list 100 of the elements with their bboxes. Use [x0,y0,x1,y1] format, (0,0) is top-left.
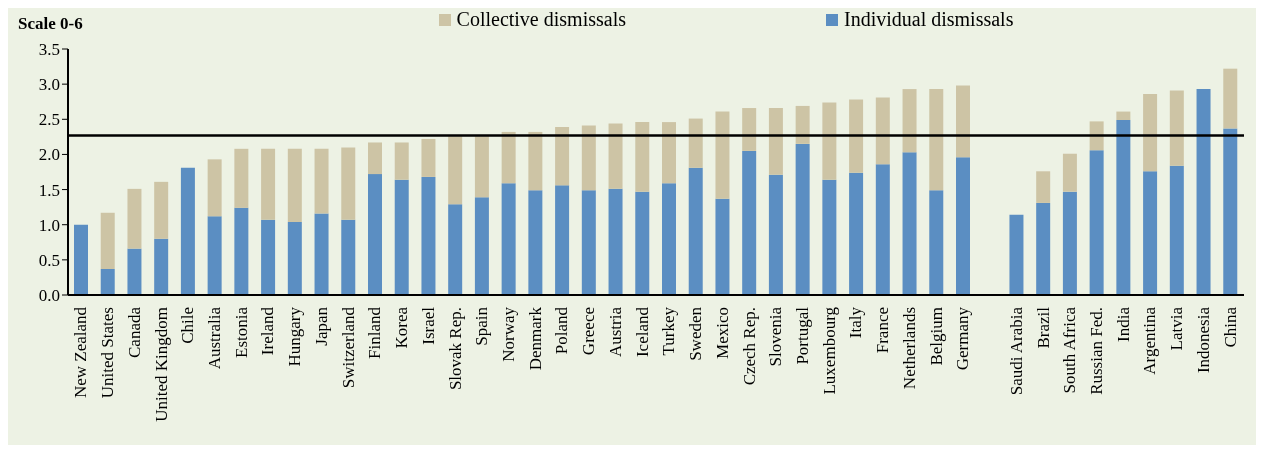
bar [742,150,757,295]
x-tick-label: Mexico [712,307,732,359]
x-tick-label: Hungary [285,306,305,367]
bar [368,174,382,295]
bar [688,167,703,295]
x-tick-label: Saudi Arabia [1006,306,1026,396]
y-tick-label: 3.0 [38,75,60,95]
bar [768,108,783,175]
bar [1223,68,1238,129]
x-tick-label: China [1220,306,1240,348]
bar [1169,90,1184,166]
y-tick-label: 2.0 [38,145,60,165]
x-tick-label: Denmark [525,306,545,371]
bar [448,136,463,205]
x-tick-label: Greece [579,307,599,356]
bar [555,185,570,295]
y-axis-title: Scale 0-6 [18,14,83,34]
y-tick-label: 3.5 [38,40,60,60]
bar [1169,165,1184,295]
bar [314,213,329,295]
bar [207,216,222,295]
bar [234,207,249,295]
bar [261,219,276,295]
bar [795,105,810,144]
y-tick-label: 1.5 [38,180,60,200]
x-tick-label: Poland [552,306,572,355]
bar [849,172,864,295]
bar [100,212,115,269]
bar [1062,153,1077,192]
bar [662,122,676,184]
x-tick-label: Sweden [686,306,706,361]
bar [715,198,730,295]
legend-label: Individual dismissals [843,8,1014,31]
x-tick-label: United Kingdom [151,307,171,422]
bar [742,108,757,151]
legend-label: Collective dismissals [455,8,626,31]
x-tick-label: Luxembourg [819,306,839,395]
bar [875,97,890,165]
x-tick-label: Netherlands [899,307,919,390]
bar [1116,119,1131,295]
x-tick-label: Iceland [632,306,652,358]
x-tick-label: Slovak Rep. [445,307,465,391]
x-tick-label: Israel [418,306,438,345]
bar [662,183,676,295]
bar [234,148,249,208]
x-tick-label: Turkey [659,306,679,356]
bar [635,122,650,192]
x-tick-label: Spain [472,306,492,346]
bar [581,125,596,191]
bar [528,190,543,295]
bar [1036,202,1051,295]
bar [1116,111,1131,120]
y-tick-label: 2.5 [38,110,60,130]
x-tick-label: Canada [124,306,144,358]
x-tick-label: Australia [205,306,224,370]
bar [394,142,409,180]
bar [635,191,650,295]
bar [501,183,516,295]
bar [501,131,516,184]
x-tick-label: Ireland [258,306,278,356]
bar [1062,191,1077,295]
y-tick-label: 0.0 [38,286,60,306]
bar [688,118,703,168]
bar [715,111,730,199]
bar [261,148,276,220]
x-tick-label: Latvia [1167,306,1187,351]
x-tick-label: Portugal [793,306,812,365]
bar [768,174,783,295]
bar [1036,171,1051,203]
bar [100,268,115,295]
bar [1223,128,1238,295]
x-tick-label: Indonesia [1193,306,1213,374]
x-tick-label: United States [98,307,118,399]
x-tick-label: Slovenia [766,306,786,367]
bar [555,127,570,186]
x-tick-label: Brazil [1033,306,1053,349]
bar [902,89,917,153]
bar [929,190,944,295]
bar [127,248,142,295]
x-tick-label: Austria [605,306,625,358]
bar [74,224,88,295]
bar [1143,171,1158,295]
bar [421,138,436,177]
bar [287,148,302,222]
bar [581,190,596,295]
x-tick-label: Italy [846,306,866,339]
x-tick-label: Czech Rep. [739,307,759,386]
bar [394,179,409,295]
x-tick-label: India [1113,306,1133,342]
bar [795,143,810,295]
bar [1009,214,1024,295]
x-tick-label: Germany [953,306,973,371]
bar [902,152,917,295]
x-tick-label: France [873,307,893,354]
bar [608,123,623,189]
bar [1196,89,1211,295]
bar [180,167,195,295]
bar [448,204,463,295]
bar [287,221,302,295]
x-tick-label: Argentina [1140,306,1160,375]
